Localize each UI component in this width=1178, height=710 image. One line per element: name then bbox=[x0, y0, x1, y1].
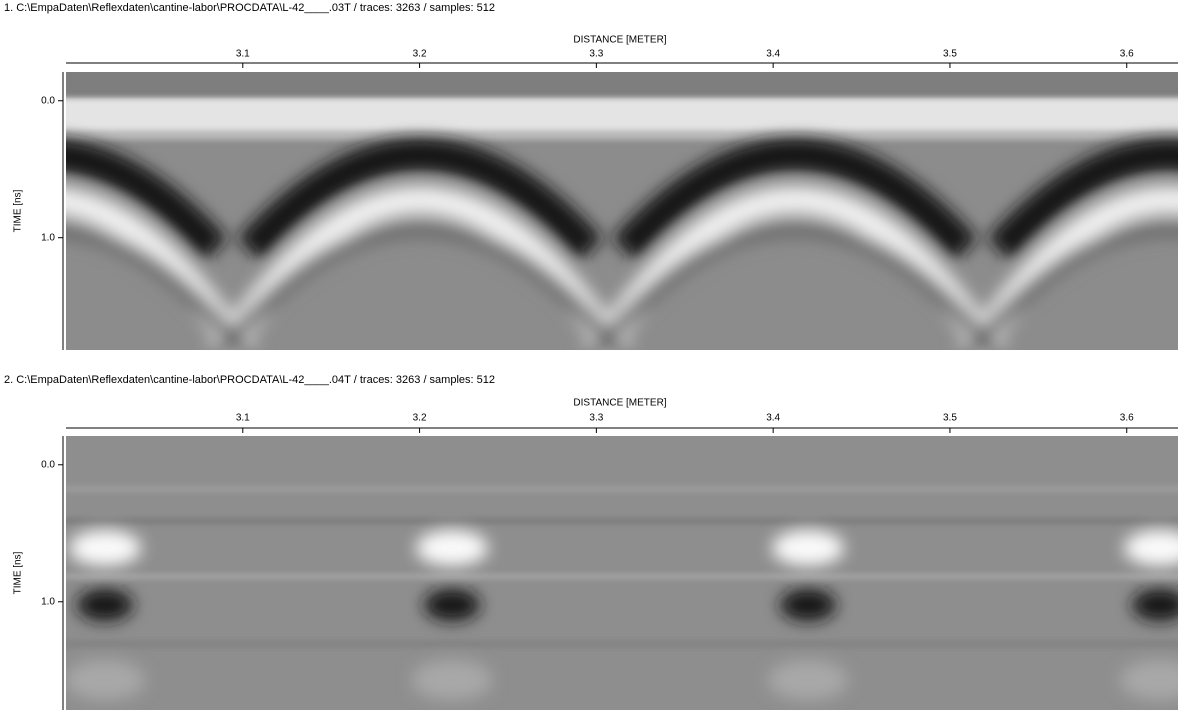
panel-title: 1. C:\EmpaDaten\Reflexdaten\cantine-labo… bbox=[4, 2, 495, 14]
x-tick-label: 3.3 bbox=[589, 49, 603, 60]
radargram-image-1 bbox=[66, 72, 1178, 350]
x-tick-label: 3.4 bbox=[766, 49, 780, 60]
radargram-image-2 bbox=[66, 436, 1178, 710]
y-axis-label: TIME [ns] bbox=[13, 189, 24, 232]
x-tick-label: 3.1 bbox=[236, 413, 250, 424]
y-tick-label: 1.0 bbox=[41, 232, 55, 243]
y-tick-label: 0.0 bbox=[41, 459, 55, 470]
x-tick-label: 3.5 bbox=[943, 413, 957, 424]
x-tick-label: 3.4 bbox=[766, 413, 780, 424]
x-axis-label: DISTANCE [METER] bbox=[573, 35, 666, 46]
y-axis-label: TIME [ns] bbox=[13, 551, 24, 594]
y-tick-label: 1.0 bbox=[41, 596, 55, 607]
panel-title: 2. C:\EmpaDaten\Reflexdaten\cantine-labo… bbox=[4, 374, 495, 386]
x-tick-label: 3.1 bbox=[236, 49, 250, 60]
x-tick-label: 3.6 bbox=[1120, 413, 1134, 424]
x-tick-label: 3.3 bbox=[589, 413, 603, 424]
x-tick-label: 3.2 bbox=[413, 49, 427, 60]
x-tick-label: 3.6 bbox=[1120, 49, 1134, 60]
x-axis-label: DISTANCE [METER] bbox=[573, 398, 666, 409]
x-tick-label: 3.2 bbox=[413, 413, 427, 424]
y-tick-label: 0.0 bbox=[41, 95, 55, 106]
x-tick-label: 3.5 bbox=[943, 49, 957, 60]
